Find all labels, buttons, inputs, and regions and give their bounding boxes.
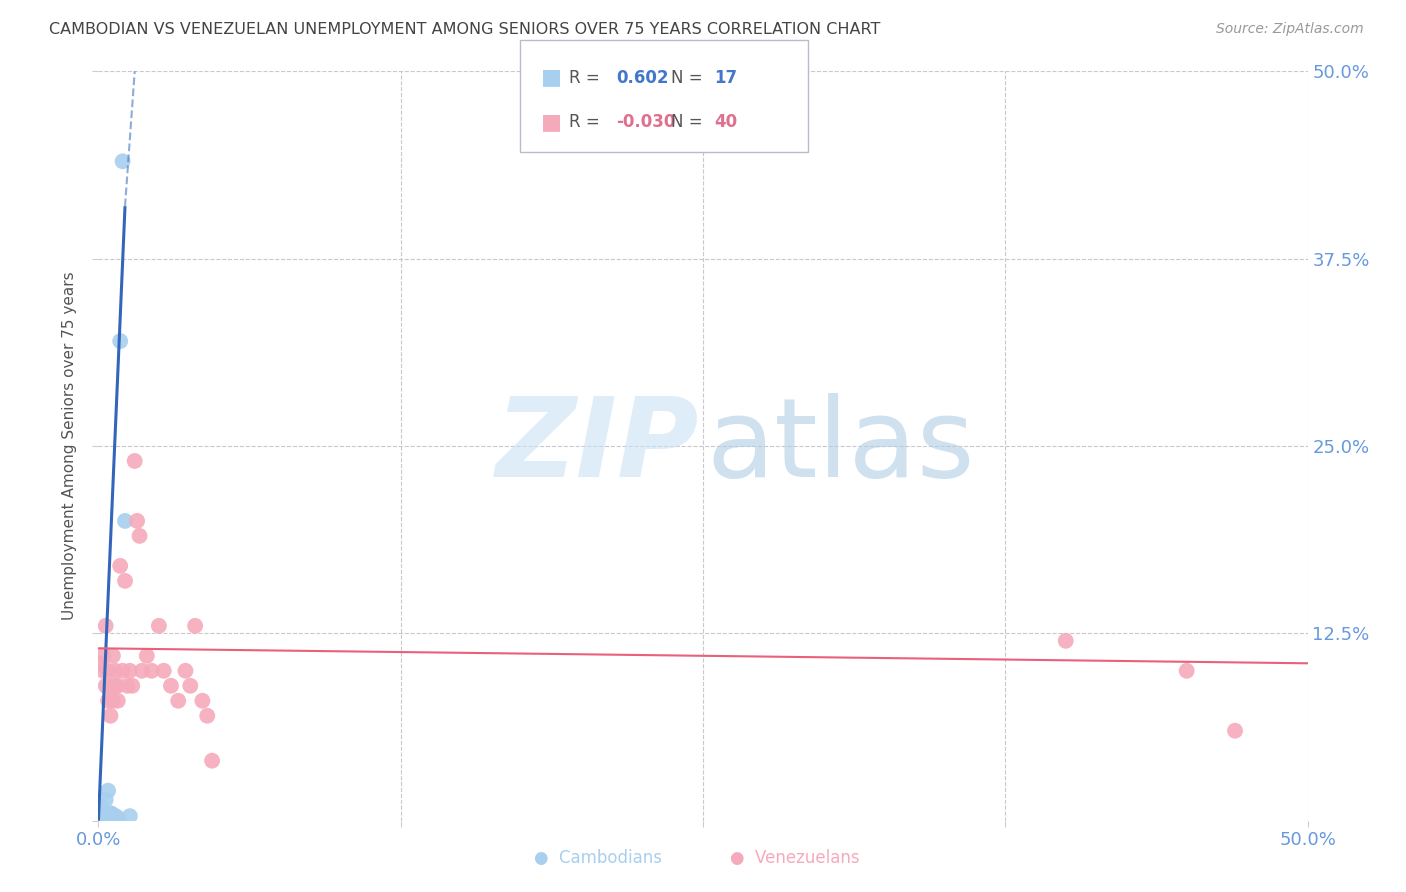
Point bbox=[191, 694, 214, 708]
Point bbox=[107, 694, 129, 708]
Point bbox=[94, 619, 117, 633]
Point bbox=[117, 679, 139, 693]
Text: atlas: atlas bbox=[707, 392, 976, 500]
Point bbox=[100, 809, 122, 823]
Point bbox=[1223, 723, 1246, 738]
Point bbox=[91, 664, 114, 678]
Point bbox=[104, 809, 127, 823]
Point bbox=[94, 807, 117, 822]
Text: 17: 17 bbox=[714, 69, 737, 87]
Point bbox=[128, 529, 150, 543]
Point bbox=[1175, 664, 1198, 678]
Point bbox=[108, 334, 131, 348]
Text: N =: N = bbox=[671, 113, 707, 131]
Point bbox=[179, 679, 201, 693]
Point bbox=[195, 708, 218, 723]
Point bbox=[108, 558, 131, 573]
Point bbox=[104, 664, 127, 678]
Point bbox=[97, 664, 120, 678]
Y-axis label: Unemployment Among Seniors over 75 years: Unemployment Among Seniors over 75 years bbox=[62, 272, 77, 620]
Point bbox=[114, 514, 136, 528]
Point bbox=[118, 809, 141, 823]
Point bbox=[91, 811, 114, 825]
Text: 40: 40 bbox=[714, 113, 737, 131]
Point bbox=[91, 648, 114, 663]
Text: 0.602: 0.602 bbox=[616, 69, 668, 87]
Point bbox=[127, 514, 149, 528]
Point bbox=[135, 648, 157, 663]
Text: ■: ■ bbox=[541, 68, 562, 87]
Point bbox=[118, 664, 141, 678]
Point bbox=[101, 694, 124, 708]
Text: CAMBODIAN VS VENEZUELAN UNEMPLOYMENT AMONG SENIORS OVER 75 YEARS CORRELATION CHA: CAMBODIAN VS VENEZUELAN UNEMPLOYMENT AMO… bbox=[49, 22, 880, 37]
Point bbox=[97, 783, 120, 797]
Point bbox=[107, 811, 129, 825]
Point bbox=[90, 657, 112, 671]
Point bbox=[104, 679, 127, 693]
Text: ●  Venezuelans: ● Venezuelans bbox=[730, 849, 859, 867]
Point bbox=[167, 694, 190, 708]
Text: ZIP: ZIP bbox=[496, 392, 699, 500]
Text: ●  Cambodians: ● Cambodians bbox=[533, 849, 662, 867]
Text: N =: N = bbox=[671, 69, 707, 87]
Text: Source: ZipAtlas.com: Source: ZipAtlas.com bbox=[1216, 22, 1364, 37]
Point bbox=[94, 792, 117, 806]
Point bbox=[1054, 633, 1077, 648]
Text: R =: R = bbox=[569, 113, 606, 131]
Point bbox=[160, 679, 183, 693]
Point bbox=[184, 619, 207, 633]
Text: R =: R = bbox=[569, 69, 606, 87]
Point bbox=[121, 679, 143, 693]
Point bbox=[90, 798, 112, 813]
Text: -0.030: -0.030 bbox=[616, 113, 675, 131]
Point bbox=[114, 574, 136, 588]
Point bbox=[97, 694, 120, 708]
Point bbox=[107, 679, 129, 693]
Point bbox=[91, 809, 114, 823]
Point bbox=[101, 648, 124, 663]
Point bbox=[131, 664, 153, 678]
Point bbox=[141, 664, 163, 678]
Point bbox=[152, 664, 174, 678]
Point bbox=[90, 807, 112, 822]
Text: ■: ■ bbox=[541, 112, 562, 132]
Point bbox=[174, 664, 197, 678]
Point bbox=[101, 807, 124, 822]
Point bbox=[201, 754, 224, 768]
Point bbox=[91, 805, 114, 819]
Point bbox=[100, 708, 122, 723]
Point bbox=[111, 664, 134, 678]
Point bbox=[100, 806, 122, 821]
Point bbox=[148, 619, 170, 633]
Point bbox=[124, 454, 146, 468]
Point bbox=[100, 679, 122, 693]
Point bbox=[94, 679, 117, 693]
Point bbox=[111, 154, 134, 169]
